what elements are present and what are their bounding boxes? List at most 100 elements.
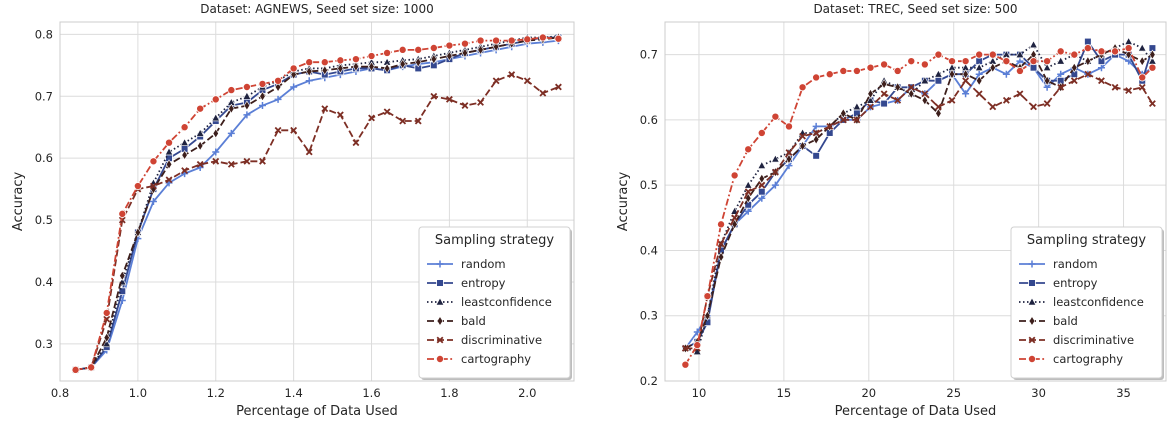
point-bald xyxy=(894,82,901,93)
point-discriminative xyxy=(1030,103,1037,111)
point-discriminative xyxy=(383,108,391,116)
y-tick-label: 0.8 xyxy=(35,27,53,41)
point-cartography xyxy=(798,83,807,92)
point-discriminative xyxy=(150,182,157,190)
legend-label-discriminative: discriminative xyxy=(461,333,542,347)
point-discriminative xyxy=(799,132,806,140)
point-discriminative xyxy=(717,240,725,248)
point-cartography xyxy=(988,50,997,59)
point-cartography xyxy=(71,365,80,374)
point-discriminative xyxy=(744,188,752,196)
y-tick-label: 0.3 xyxy=(640,309,658,323)
point-bald xyxy=(1149,49,1156,60)
point-cartography xyxy=(554,34,563,43)
point-discriminative xyxy=(867,103,874,111)
point-discriminative xyxy=(523,77,531,85)
point-leastconfidence xyxy=(1042,63,1052,71)
point-bald xyxy=(704,310,711,321)
point-cartography xyxy=(367,52,376,61)
point-bald xyxy=(948,69,956,80)
y-tick-label: 0.7 xyxy=(640,48,658,62)
point-discriminative xyxy=(934,103,942,111)
point-discriminative xyxy=(477,99,484,106)
point-discriminative xyxy=(196,160,204,168)
point-cartography xyxy=(703,292,712,301)
point-cartography xyxy=(492,36,501,45)
legend: Sampling strategy random entropy leastconfi… xyxy=(418,226,572,380)
point-cartography xyxy=(961,57,970,66)
point-bald xyxy=(306,66,313,77)
point-cartography xyxy=(920,60,929,69)
point-cartography xyxy=(149,157,158,166)
point-random xyxy=(274,95,282,103)
point-bald xyxy=(103,332,110,343)
legend-marker-bald xyxy=(1028,315,1036,327)
point-cartography xyxy=(866,63,875,72)
point-discriminative xyxy=(414,117,422,125)
legend-title: Sampling strategy xyxy=(435,233,555,248)
legend-marker-leastconfidence xyxy=(435,297,445,306)
legend-label-leastconfidence: leastconfidence xyxy=(1053,295,1144,309)
point-cartography xyxy=(398,45,407,54)
point-random xyxy=(227,129,235,137)
point-cartography xyxy=(1111,47,1120,56)
point-random xyxy=(212,148,220,156)
point-cartography xyxy=(165,138,174,147)
legend-marker-discriminative xyxy=(436,336,444,344)
point-discriminative xyxy=(274,126,282,134)
point-bald xyxy=(368,61,375,72)
point-bald xyxy=(274,81,282,93)
point-random xyxy=(771,181,779,189)
legend-marker-cartography xyxy=(435,354,444,363)
point-leastconfidence xyxy=(743,180,753,189)
legend-label-bald: bald xyxy=(461,314,486,328)
point-bald xyxy=(1084,56,1092,67)
x-tick-label: 1.4 xyxy=(284,386,302,400)
point-cartography xyxy=(1070,50,1079,59)
legend-box xyxy=(1010,226,1163,379)
x-tick-label: 0.8 xyxy=(51,386,69,400)
point-random xyxy=(305,77,313,85)
legend-marker-cartography xyxy=(1028,354,1037,363)
point-leastconfidence xyxy=(1137,43,1147,52)
legend-label-leastconfidence: leastconfidence xyxy=(461,295,552,309)
point-leastconfidence xyxy=(1124,36,1133,45)
point-discriminative xyxy=(1016,90,1024,98)
point-discriminative xyxy=(907,83,915,91)
point-cartography xyxy=(118,209,127,218)
point-discriminative xyxy=(731,214,739,222)
legend-marker-entropy xyxy=(436,279,444,287)
point-discriminative xyxy=(1148,100,1156,108)
point-cartography xyxy=(1097,47,1106,56)
plot-frame xyxy=(664,21,1167,382)
point-bald xyxy=(812,134,820,145)
point-cartography xyxy=(1015,66,1024,75)
point-entropy xyxy=(1084,37,1092,46)
point-discriminative xyxy=(894,96,902,104)
point-cartography xyxy=(1148,63,1157,72)
y-tick-label: 0.6 xyxy=(35,151,53,165)
point-leastconfidence xyxy=(771,154,780,163)
point-cartography xyxy=(383,48,392,57)
point-discriminative xyxy=(227,160,235,168)
point-leastconfidence xyxy=(757,160,767,169)
point-leastconfidence xyxy=(242,91,252,100)
legend-label-random: random xyxy=(1053,257,1098,271)
point-random xyxy=(744,207,752,215)
point-cartography xyxy=(87,363,96,372)
point-cartography xyxy=(812,73,821,82)
point-entropy xyxy=(812,152,820,160)
point-bald xyxy=(119,270,126,281)
point-discriminative xyxy=(921,90,929,98)
point-cartography xyxy=(336,56,345,65)
point-leastconfidence xyxy=(852,102,862,111)
point-bald xyxy=(935,108,942,119)
point-discriminative xyxy=(321,105,329,113)
point-discriminative xyxy=(1138,83,1146,91)
series-line-discriminative xyxy=(75,73,559,371)
point-leastconfidence xyxy=(1015,50,1025,58)
x-axis-label: Percentage of Data Used xyxy=(835,404,997,419)
legend-title: Sampling strategy xyxy=(1027,233,1147,248)
point-discriminative xyxy=(508,71,516,79)
point-bald xyxy=(492,41,500,52)
